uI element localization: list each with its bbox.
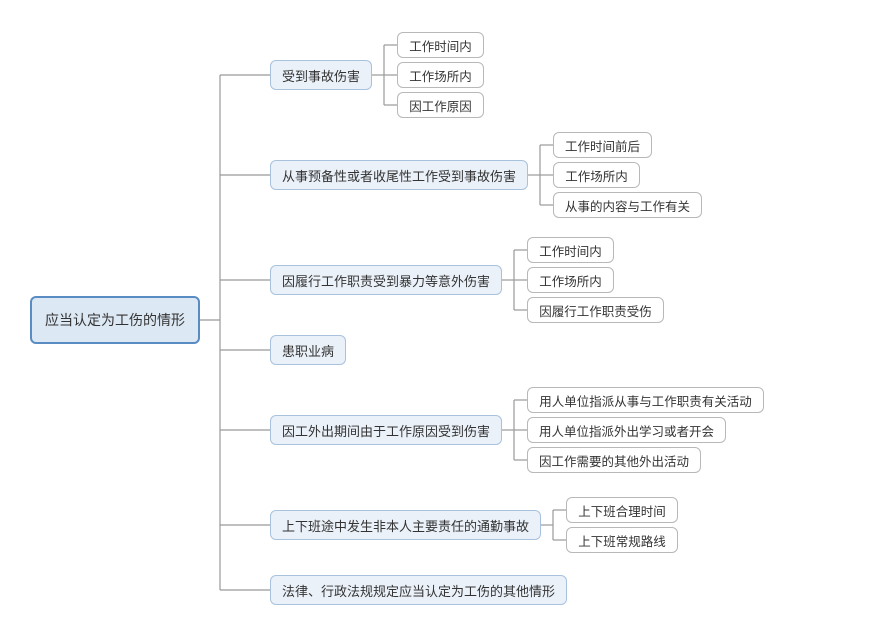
branch-node-5: 上下班途中发生非本人主要责任的通勤事故 (270, 510, 541, 540)
leaf-node-0-2: 因工作原因 (397, 92, 484, 118)
root-node: 应当认定为工伤的情形 (30, 296, 200, 344)
leaf-node-1-1: 工作场所内 (553, 162, 640, 188)
branch-node-6: 法律、行政法规规定应当认定为工伤的其他情形 (270, 575, 567, 605)
branch-node-1: 从事预备性或者收尾性工作受到事故伤害 (270, 160, 528, 190)
leaf-node-0-1: 工作场所内 (397, 62, 484, 88)
branch-node-0: 受到事故伤害 (270, 60, 372, 90)
leaf-node-2-2: 因履行工作职责受伤 (527, 297, 664, 323)
branch-node-2: 因履行工作职责受到暴力等意外伤害 (270, 265, 502, 295)
leaf-node-4-0: 用人单位指派从事与工作职责有关活动 (527, 387, 764, 413)
branch-node-4: 因工外出期间由于工作原因受到伤害 (270, 415, 502, 445)
leaf-node-2-1: 工作场所内 (527, 267, 614, 293)
leaf-node-5-1: 上下班常规路线 (566, 527, 678, 553)
leaf-node-4-2: 因工作需要的其他外出活动 (527, 447, 701, 473)
leaf-node-1-0: 工作时间前后 (553, 132, 652, 158)
leaf-node-1-2: 从事的内容与工作有关 (553, 192, 702, 218)
branch-node-3: 患职业病 (270, 335, 346, 365)
leaf-node-0-0: 工作时间内 (397, 32, 484, 58)
leaf-node-5-0: 上下班合理时间 (566, 497, 678, 523)
leaf-node-4-1: 用人单位指派外出学习或者开会 (527, 417, 726, 443)
leaf-node-2-0: 工作时间内 (527, 237, 614, 263)
